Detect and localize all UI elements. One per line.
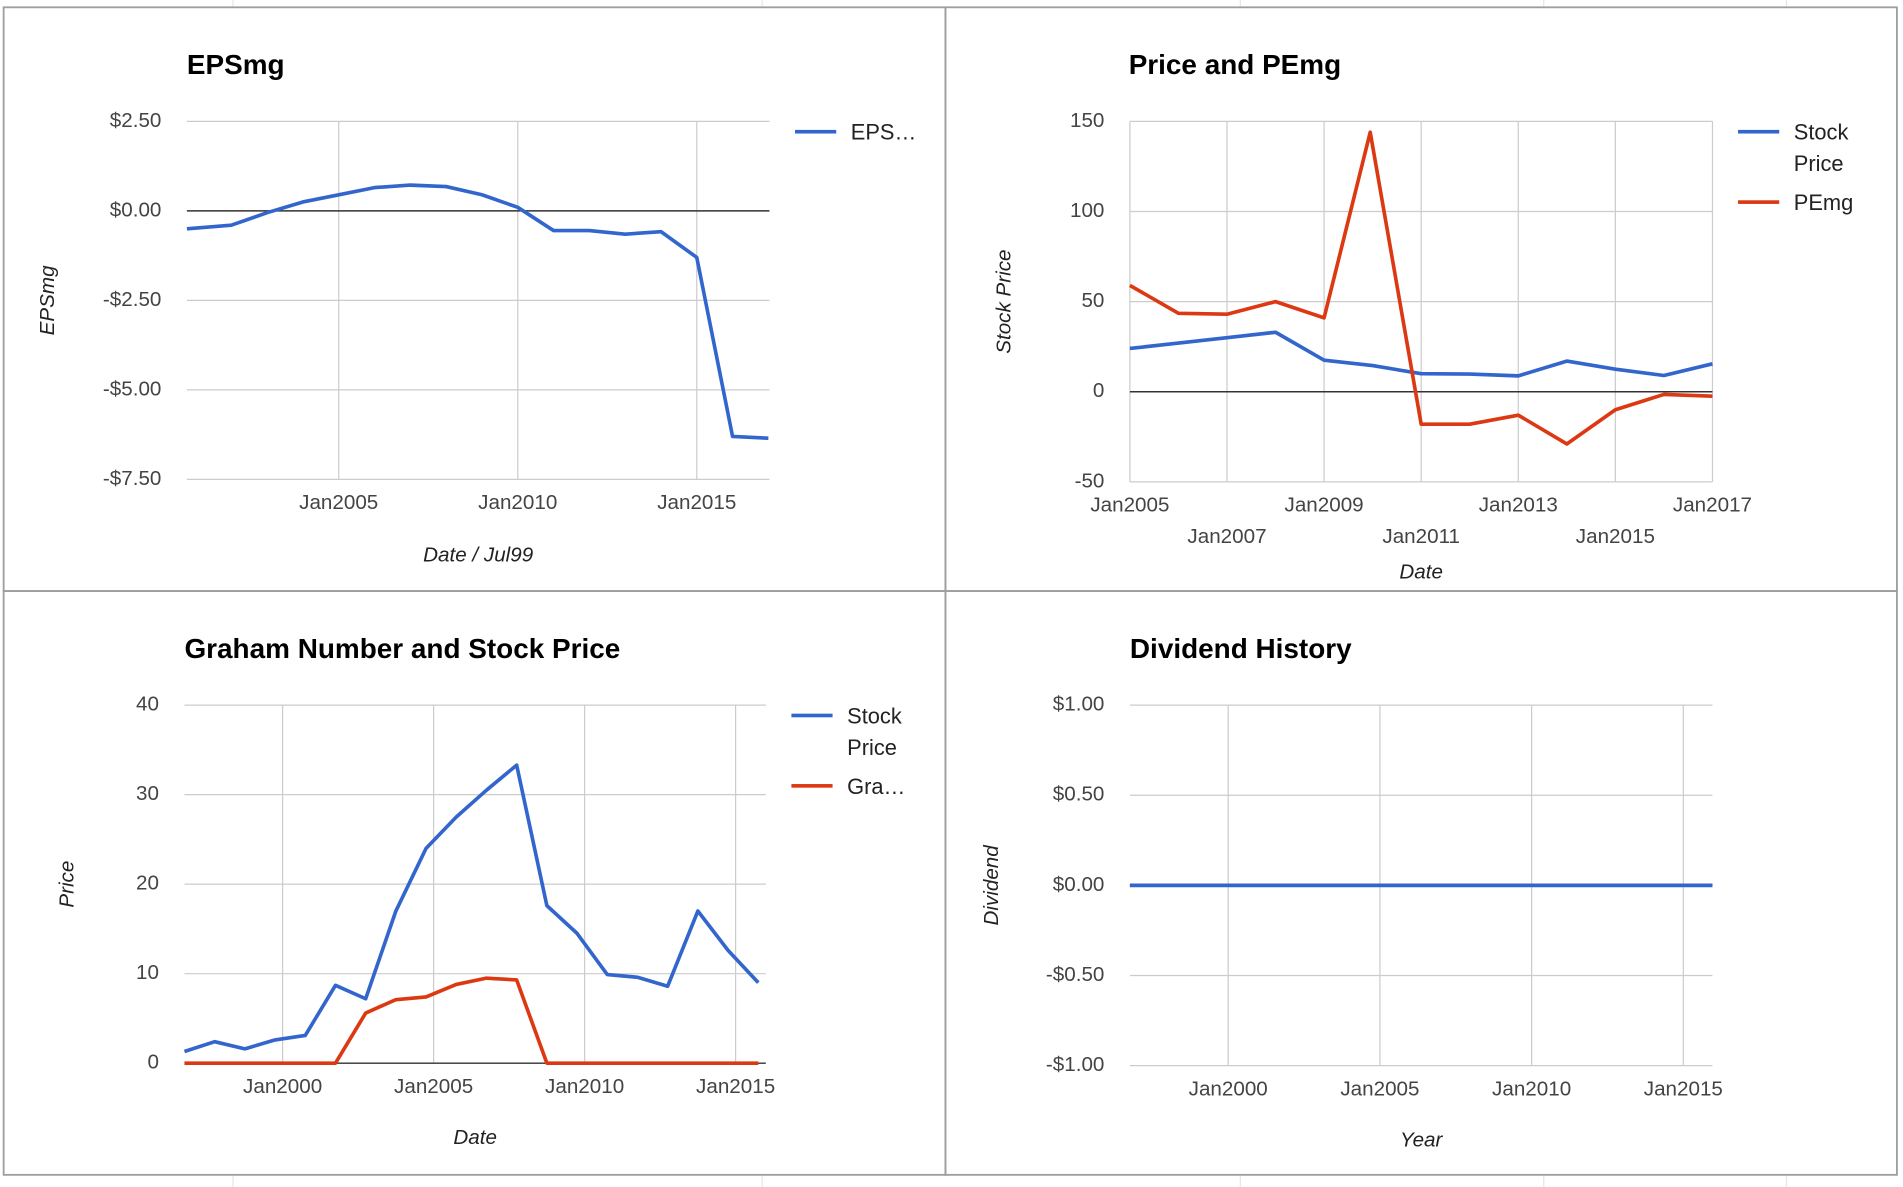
chart-title: Price and PEmg (1129, 49, 1341, 80)
legend-label: PEmg (1793, 190, 1854, 215)
legend: EPS… (794, 117, 947, 149)
y-tick-label: -50 (1075, 469, 1105, 492)
x-tick-label: Jan2015 (657, 491, 736, 514)
y-tick-label: $0.50 (1053, 783, 1105, 806)
y-tick-label: 20 (136, 872, 159, 895)
x-tick-label: Jan2005 (1340, 1077, 1419, 1100)
y-tick-label: $0.00 (110, 198, 162, 221)
chart-title: Graham Number and Stock Price (184, 633, 620, 664)
x-tick-label: Jan2015 (696, 1075, 775, 1098)
legend-box: Stock Price PEmg (1737, 117, 1890, 219)
x-tick-label: Jan2017 (1673, 494, 1752, 517)
legend-swatch (791, 784, 833, 788)
x-tick-label: Jan2010 (478, 491, 557, 514)
x-axis-title: Date (1399, 560, 1443, 583)
legend-label: EPS… (850, 120, 917, 145)
x-tick-label: Jan2005 (394, 1075, 473, 1098)
series-line (183, 763, 760, 1054)
panel-borders (2, 6, 1898, 1176)
x-axis-title: Date / Jul99 (423, 543, 534, 566)
x-tick-label: Jan2005 (299, 491, 378, 514)
y-tick-label: 100 (1070, 199, 1104, 222)
y-tick-label: 10 (136, 961, 159, 984)
y-axis-title: Price (55, 861, 78, 908)
series-line (184, 976, 759, 1066)
x-tick-label: Jan2009 (1285, 494, 1364, 517)
legend-item: PEmg (1737, 187, 1890, 219)
legend: Stock Price PEmg (1737, 117, 1890, 219)
y-tick-label: -$7.50 (103, 467, 161, 490)
legend-swatch (1737, 200, 1780, 204)
x-tick-label: Jan2000 (1189, 1077, 1268, 1100)
x-tick-label: Jan2005 (1090, 494, 1169, 517)
sheet-grid (232, 0, 1788, 1187)
y-tick-label: 30 (136, 782, 159, 805)
y-tick-label: -$5.00 (103, 377, 161, 400)
legend-item: Gra… (791, 771, 943, 803)
x-tick-label: Jan2011 (1382, 525, 1460, 548)
series-line (1128, 130, 1713, 446)
x-tick-label: Jan2010 (1492, 1077, 1571, 1100)
y-tick-label: 40 (136, 693, 159, 716)
chart-title: EPSmg (187, 49, 285, 80)
legend-box: EPS… (794, 117, 947, 149)
legend-item: Stock Price (1737, 117, 1890, 180)
x-tick-label: Jan2007 (1187, 525, 1266, 548)
legend-item: EPS… (794, 117, 947, 149)
series-line (186, 183, 769, 441)
x-tick-label: Jan2015 (1576, 525, 1655, 548)
legend-label: Stock Price (847, 703, 902, 760)
y-tick-label: -$0.50 (1046, 963, 1104, 986)
legend-swatch (1737, 129, 1780, 134)
x-axis-title: Date (453, 1126, 497, 1149)
y-tick-label: -$2.50 (103, 288, 161, 311)
y-tick-label: 50 (1081, 289, 1104, 312)
x-tick-label: Jan2015 (1644, 1077, 1723, 1100)
legend-swatch (794, 129, 837, 134)
legend-box: Stock Price Gra… (791, 700, 943, 802)
x-tick-label: Jan2010 (545, 1075, 624, 1098)
y-axis-title: Stock Price (992, 249, 1015, 353)
y-tick-label: $1.00 (1053, 693, 1105, 716)
y-tick-label: 0 (1093, 379, 1104, 402)
legend-label: Stock Price (1793, 120, 1849, 177)
y-tick-label: 150 (1070, 109, 1104, 132)
legend-item: Stock Price (791, 700, 943, 763)
legend-swatch (791, 713, 833, 718)
legend: Stock Price Gra… (791, 700, 943, 802)
y-tick-label: $0.00 (1053, 873, 1105, 896)
x-tick-label: Jan2000 (243, 1075, 322, 1098)
y-tick-label: $2.50 (110, 109, 162, 132)
y-axis-title: EPSmg (36, 265, 59, 335)
y-tick-label: 0 (148, 1051, 159, 1074)
legend-label: Gra… (847, 774, 906, 799)
y-axis-title: Dividend (980, 844, 1003, 926)
y-tick-label: -$1.00 (1046, 1053, 1104, 1076)
x-tick-label: Jan2013 (1479, 494, 1558, 517)
x-axis-title: Year (1400, 1128, 1444, 1151)
chart-title: Dividend History (1130, 633, 1352, 664)
series-line (1129, 330, 1713, 378)
